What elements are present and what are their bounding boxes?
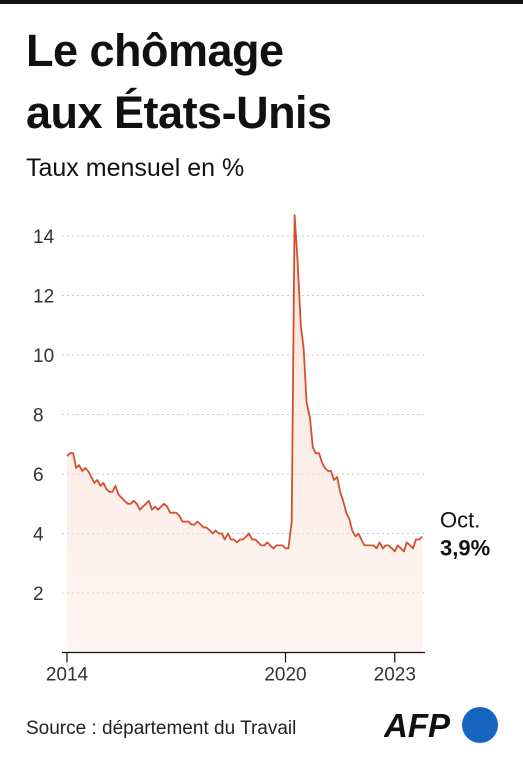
annotation-month: Oct. (440, 507, 480, 532)
series-area (67, 215, 423, 653)
x-tick-label-2020: 2020 (264, 665, 306, 686)
x-tick-label-2014: 2014 (46, 665, 89, 686)
y-tick-label-12: 12 (33, 287, 54, 308)
y-tick-label-4: 4 (33, 525, 44, 546)
annotation-value: 3,9% (440, 535, 490, 560)
title-line-2: aux États-Unis (26, 87, 332, 138)
chart-title: Le chômage aux États-Unis (26, 20, 332, 144)
y-tick-label-6: 6 (33, 465, 44, 486)
chart-subtitle: Taux mensuel en % (26, 154, 245, 182)
afp-logo-circle (462, 707, 498, 743)
source-note: Source : département du Travail (26, 718, 297, 739)
y-tick-label-10: 10 (33, 346, 54, 367)
y-tick-label-14: 14 (33, 227, 55, 248)
x-tick-label-2023: 2023 (374, 665, 416, 686)
series-line (66, 214, 423, 553)
title-line-1: Le chômage (26, 25, 284, 76)
y-tick-label-8: 8 (33, 406, 44, 427)
y-tick-label-2: 2 (33, 584, 44, 605)
top-rule (0, 0, 523, 4)
afp-logo: AFP (384, 707, 498, 744)
afp-logo-text: AFP (384, 707, 451, 744)
unemployment-chart: 2 4 6 8 10 12 14 2014 2020 2023 Oct. 3,9% (33, 214, 490, 686)
